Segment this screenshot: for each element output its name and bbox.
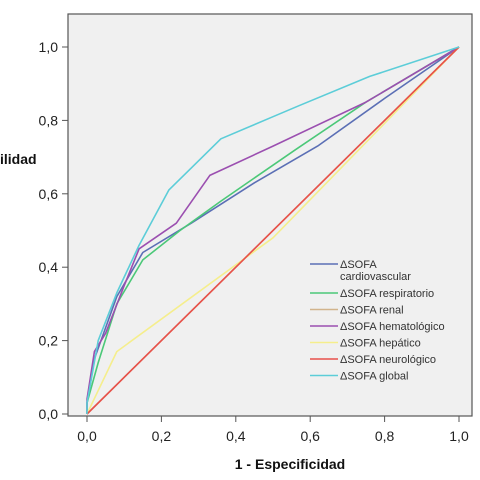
x-tick-label: 0,6 [300,428,320,444]
legend-label: ΔSOFA renal [340,305,404,317]
legend-label: ΔSOFA neurológico [340,354,436,366]
x-tick-label: 0,0 [77,428,97,444]
y-tick-label: 0,8 [39,112,59,128]
x-axis-label: 1 - Especificidad [235,456,345,472]
y-tick-label: 0,2 [39,333,59,349]
x-tick-label: 0,2 [152,428,172,444]
x-tick-label: 0,8 [375,428,395,444]
series-line-4 [86,46,460,415]
legend-label: ΔSOFA hepático [340,338,421,350]
y-tick-label: 1,0 [39,39,59,55]
y-axis: 0,0 0,2 0,4 0,6 0,8 1,0 [39,39,68,422]
series-line-6 [86,46,460,414]
legend-label: ΔSOFA respiratorio [340,288,434,300]
plot-area [67,13,473,417]
series-line-3 [86,46,460,414]
x-axis: 0,0 0,2 0,4 0,6 0,8 1,0 [77,416,469,444]
series-layer [86,46,460,415]
legend-label: ΔSOFA hematológico [340,321,445,333]
x-tick-label: 0,4 [226,428,246,444]
legend-label: ΔSOFA [340,259,377,271]
legend-label: cardiovascular [340,271,411,283]
y-tick-label: 0,6 [39,186,59,202]
series-line-5 [86,46,460,415]
series-line-1 [86,46,460,414]
legend-label: ΔSOFA global [340,371,409,383]
y-tick-label: 0,0 [39,406,59,422]
y-axis-label: ilidad [0,151,37,167]
x-tick-label: 1,0 [449,428,469,444]
y-tick-label: 0,4 [39,259,59,275]
